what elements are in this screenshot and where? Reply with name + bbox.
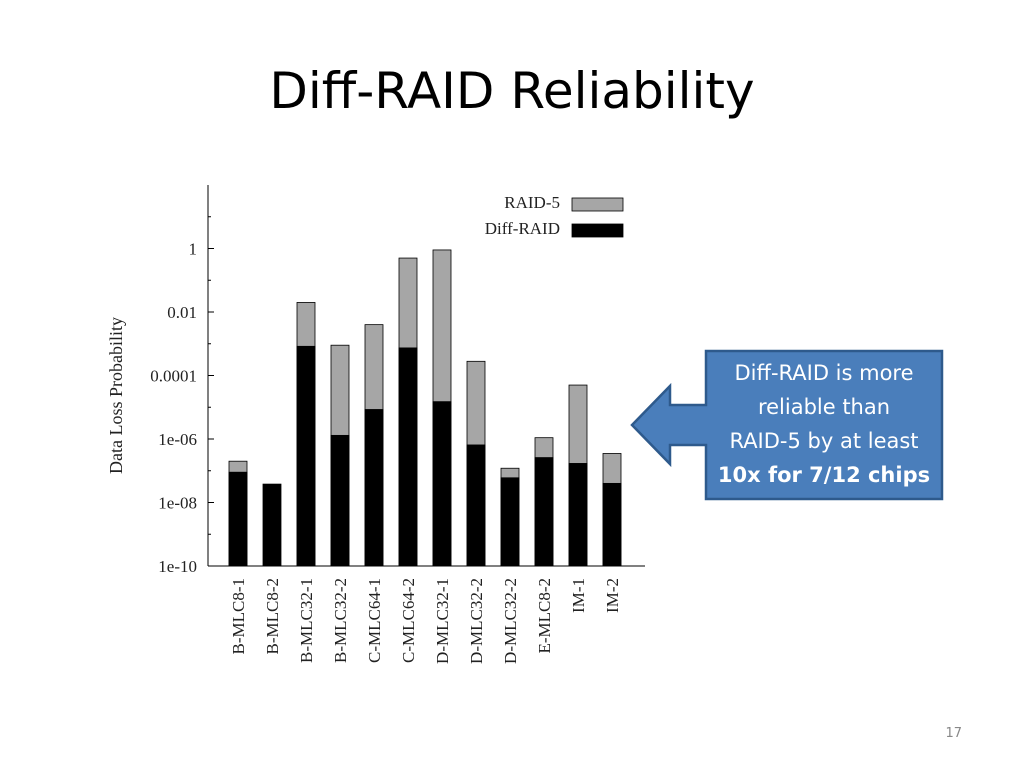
x-tick-label-4: B-MLC32-2 — [331, 578, 350, 663]
y-tick-label-3: 1e-06 — [158, 430, 197, 449]
bar-diffraid-10 — [534, 457, 554, 567]
y-tick-label-5: 1e-10 — [158, 557, 197, 576]
callout-line-3: RAID-5 by at least — [729, 429, 919, 453]
bar-diffraid-5 — [364, 409, 384, 567]
bar-diffraid-6 — [398, 347, 418, 567]
bar-diffraid-7 — [432, 401, 452, 567]
x-tick-label-6: C-MLC64-2 — [399, 578, 418, 663]
bar-diffraid-2 — [262, 483, 282, 567]
y-axis-label: Data Loss Probability — [106, 317, 126, 474]
x-tick-label-3: B-MLC32-1 — [297, 578, 316, 663]
bar-diffraid-8 — [466, 444, 486, 567]
bar-diffraid-12 — [602, 482, 622, 567]
callout-arrow — [630, 349, 944, 501]
callout-line-2: reliable than — [757, 395, 891, 419]
x-tick-label-9: D-MLC32-2 — [501, 578, 520, 664]
y-tick-label-1: 0.01 — [167, 303, 197, 322]
data-loss-chart: 1 0.01 0.0001 1e-06 1e-08 1e-10 Data Loss Prob… — [106, 185, 645, 664]
bar-diffraid-1 — [228, 471, 248, 567]
legend-label-raid5: RAID-5 — [504, 193, 560, 212]
y-tick-label-0: 1 — [189, 240, 198, 259]
x-tick-label-12: IM-2 — [603, 578, 622, 613]
legend-swatch-diffraid — [571, 223, 624, 238]
bar-diffraid-11 — [568, 463, 588, 567]
callout-text: Diff-RAID is more reliable than RAID-5 b… — [706, 351, 942, 497]
x-tick-label-5: C-MLC64-1 — [365, 578, 384, 663]
y-tick-label-4: 1e-08 — [158, 494, 197, 513]
page-number: 17 — [945, 726, 962, 741]
x-tick-label-1: B-MLC8-1 — [229, 578, 248, 655]
x-tick-label-11: IM-1 — [569, 578, 588, 613]
x-tick-label-2: B-MLC8-2 — [263, 578, 282, 655]
bar-diffraid-4 — [330, 434, 350, 567]
legend-swatch-raid5 — [571, 197, 624, 212]
bar-diffraid-9 — [500, 477, 520, 567]
x-tick-label-7: D-MLC32-1 — [433, 578, 452, 664]
callout-line-1: Diff-RAID is more — [734, 361, 914, 385]
x-tick-label-8: D-MLC32-2 — [467, 578, 486, 664]
x-tick-label-10: E-MLC8-2 — [535, 578, 554, 654]
legend-label-diffraid: Diff-RAID — [485, 219, 560, 238]
y-tick-label-2: 0.0001 — [150, 367, 197, 386]
callout-bold-line: 10x for 7/12 chips — [717, 463, 931, 487]
slide-title: Diff-RAID Reliability — [269, 62, 755, 120]
callout-arrow-shape — [630, 349, 944, 501]
bar-diffraid-3 — [296, 345, 316, 567]
